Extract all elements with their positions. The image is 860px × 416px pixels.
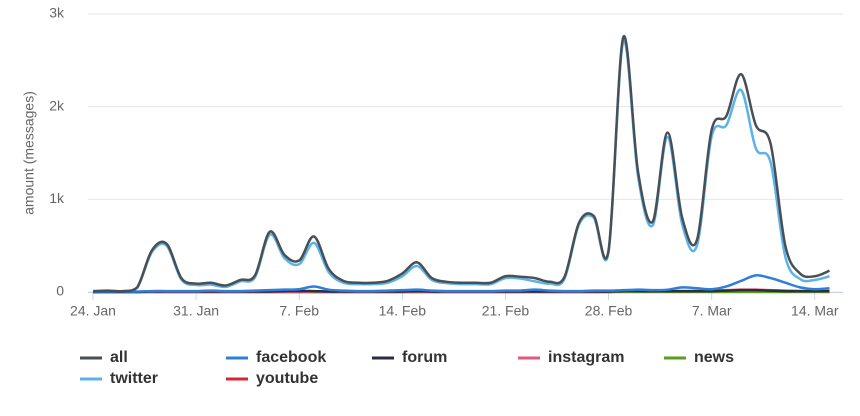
series-line	[92, 39, 830, 293]
x-tick-label: 31. Jan	[173, 303, 219, 319]
series-line	[92, 35, 830, 293]
x-tick-label: 7. Feb	[279, 303, 319, 319]
y-tick-label: 0	[56, 283, 64, 299]
y-tick-label: 2k	[49, 97, 65, 113]
series-line	[93, 274, 830, 293]
x-tick-label: 28. Feb	[585, 303, 633, 319]
legend-label: forum	[402, 349, 447, 366]
legend-label: news	[694, 349, 734, 366]
x-tick-label: 7. Mar	[692, 303, 732, 319]
legend-label: all	[110, 349, 128, 366]
x-tick-label: 24. Jan	[70, 303, 116, 319]
x-tick-label: 14. Feb	[379, 303, 427, 319]
legend-label: twitter	[110, 370, 158, 387]
y-tick-label: 1k	[49, 190, 65, 206]
y-axis-label: amount (messages)	[21, 91, 37, 215]
legend-label: facebook	[256, 349, 326, 366]
y-tick-label: 3k	[49, 5, 65, 21]
x-tick-label: 21. Feb	[482, 303, 530, 319]
legend-label: youtube	[256, 370, 318, 387]
x-tick-label: 14. Mar	[791, 303, 839, 319]
legend-label: instagram	[548, 349, 624, 366]
